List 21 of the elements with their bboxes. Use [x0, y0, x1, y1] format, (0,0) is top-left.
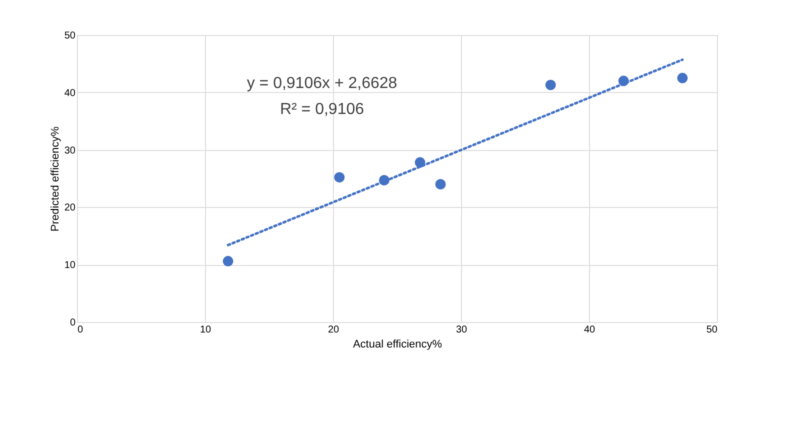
x-tick-label: 30: [456, 324, 468, 336]
y-tick-label: 40: [64, 88, 76, 99]
y-tick-label: 20: [64, 202, 76, 214]
y-tick-label: 30: [64, 145, 76, 156]
y-tick-label: 10: [64, 260, 76, 272]
x-axis-title: Actual efficiency%: [352, 338, 442, 350]
y-axis-title: Predicted efficiency%: [49, 126, 62, 232]
x-tick-label: 10: [200, 324, 212, 336]
x-tick-label: 0: [78, 324, 84, 336]
y-tick-label: 50: [64, 30, 76, 42]
annotation: R² = 0,9106: [280, 101, 364, 118]
y-tick-label: 0: [70, 318, 76, 328]
point: [435, 179, 446, 190]
x-tick-label: 50: [706, 324, 718, 336]
point: [334, 172, 345, 183]
point: [222, 256, 234, 266]
point: [677, 72, 688, 84]
annotation: y = 0,9106x + 2,6628: [246, 75, 398, 92]
x-tick-label: 40: [584, 324, 596, 336]
x-tick-label: 20: [328, 324, 340, 336]
point: [545, 80, 556, 90]
